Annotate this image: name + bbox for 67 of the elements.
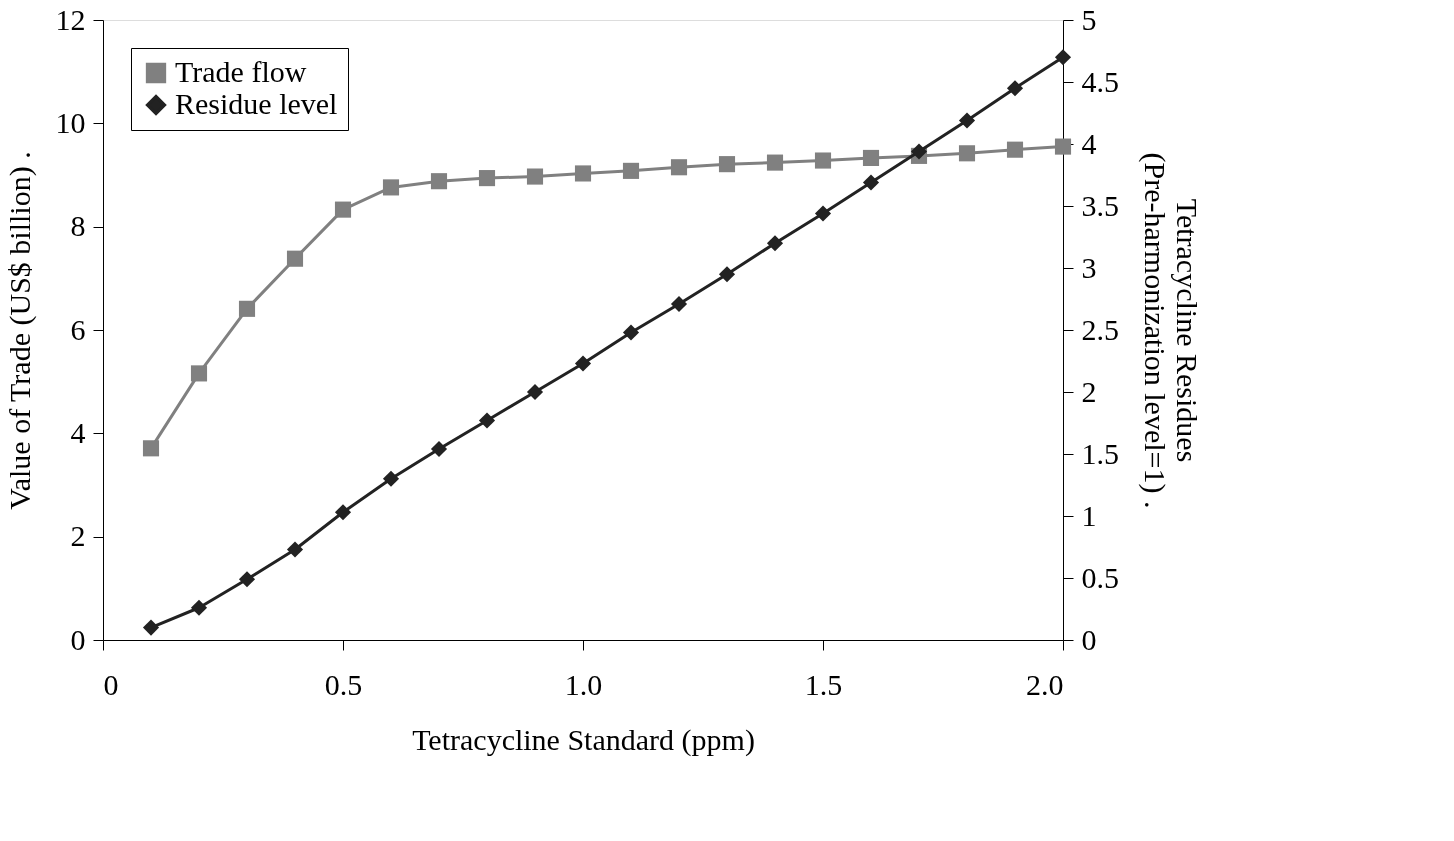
y2-tick-label: 0.5 — [1081, 560, 1119, 594]
y2-tick-label: 1 — [1081, 498, 1097, 532]
y2-axis-title: Tetracycline Residues (Pre-harmonization level=1) . — [1138, 152, 1204, 509]
point — [1006, 80, 1024, 97]
y2-tick-label: 4.5 — [1081, 64, 1119, 98]
point — [862, 174, 880, 191]
point — [526, 168, 544, 185]
y-tick-label: 2 — [70, 519, 86, 553]
point — [430, 440, 448, 458]
point — [574, 355, 592, 372]
point — [478, 170, 496, 187]
point — [1054, 49, 1072, 66]
y-tick-label: 6 — [70, 312, 86, 346]
point — [718, 266, 736, 283]
point — [382, 179, 400, 196]
point — [190, 365, 208, 382]
legend-label: Trade flow — [175, 55, 307, 88]
point — [622, 324, 640, 341]
point — [382, 470, 400, 487]
point — [1006, 141, 1024, 158]
y-tick-label: 4 — [70, 415, 86, 449]
point — [622, 162, 640, 179]
x-tick-label: 2.0 — [1026, 667, 1064, 701]
y2-tick-label: 0 — [1081, 622, 1097, 656]
x-axis-title: Tetracycline Standard (ppm) — [412, 722, 755, 757]
point — [574, 165, 592, 182]
point — [526, 383, 544, 401]
y-tick-label: 0 — [70, 622, 86, 656]
y2-tick-label: 4 — [1081, 126, 1097, 160]
point — [142, 619, 160, 636]
x-tick-label: 1.5 — [804, 667, 843, 701]
point — [142, 440, 160, 457]
point — [814, 152, 832, 169]
point — [430, 173, 448, 190]
y-tick-label: 12 — [55, 2, 86, 36]
point — [910, 143, 928, 160]
y-tick-label: 8 — [70, 209, 86, 243]
point — [190, 599, 208, 616]
point — [286, 541, 304, 558]
point — [286, 250, 304, 267]
point — [766, 235, 784, 252]
point — [334, 504, 352, 521]
point — [766, 154, 784, 171]
point — [814, 205, 832, 222]
point — [958, 145, 976, 162]
x-tick-label: 1.0 — [564, 667, 603, 701]
point — [958, 112, 976, 129]
legend-label: Residue level — [175, 87, 338, 120]
y2-tick-label: 3.5 — [1081, 188, 1119, 222]
y2-tick-label: 5 — [1081, 2, 1097, 36]
point — [478, 412, 496, 429]
y2-tick-label: 1.5 — [1081, 436, 1119, 470]
y2-tick-label: 2.5 — [1081, 312, 1119, 346]
point — [718, 156, 736, 173]
y-tick-label: 10 — [55, 105, 86, 139]
point — [1054, 138, 1072, 155]
point — [334, 201, 352, 218]
y2-tick-label: 3 — [1081, 250, 1097, 284]
x-tick-label: 0.5 — [324, 667, 363, 701]
x-tick-label: 0 — [103, 667, 119, 701]
point — [862, 149, 880, 167]
point — [670, 295, 688, 313]
point — [238, 571, 256, 588]
y2-tick-label: 2 — [1081, 374, 1097, 408]
y-axis-title: Value of Trade (US$ billion) . — [2, 151, 37, 510]
point — [670, 159, 688, 176]
point — [238, 300, 256, 317]
